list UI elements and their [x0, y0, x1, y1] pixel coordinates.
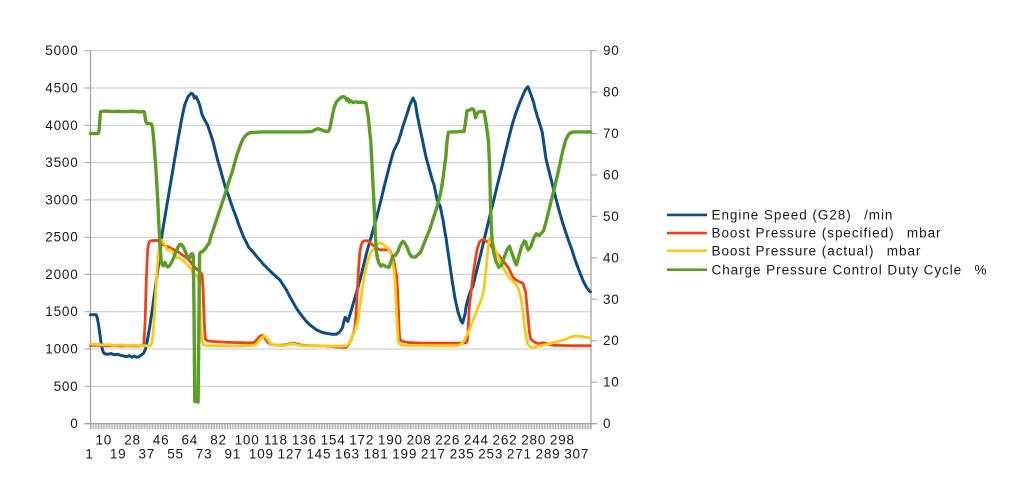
svg-text:60: 60	[603, 168, 620, 183]
svg-text:235: 235	[450, 447, 475, 462]
svg-text:70: 70	[603, 126, 620, 141]
svg-text:55: 55	[167, 447, 184, 462]
svg-text:30: 30	[603, 292, 620, 307]
svg-text:244: 244	[464, 433, 489, 448]
svg-text:Charge Pressure Control Duty C: Charge Pressure Control Duty Cycle %	[712, 262, 988, 277]
svg-text:1000: 1000	[45, 342, 78, 357]
svg-text:289: 289	[536, 447, 561, 462]
svg-text:1500: 1500	[45, 304, 78, 319]
svg-text:271: 271	[507, 447, 532, 462]
svg-text:37: 37	[138, 447, 155, 462]
svg-text:1: 1	[85, 447, 93, 462]
svg-text:109: 109	[249, 447, 274, 462]
svg-text:5000: 5000	[45, 43, 78, 58]
svg-text:145: 145	[306, 447, 331, 462]
svg-text:118: 118	[264, 433, 288, 448]
svg-text:136: 136	[292, 433, 317, 448]
svg-text:181: 181	[364, 447, 389, 462]
svg-text:163: 163	[335, 447, 360, 462]
svg-text:4000: 4000	[45, 118, 78, 133]
svg-text:46: 46	[153, 433, 170, 448]
svg-text:253: 253	[478, 447, 503, 462]
svg-text:4500: 4500	[45, 81, 78, 96]
svg-text:Boost Pressure (specified) mb: Boost Pressure (specified) mbar	[712, 226, 942, 241]
svg-text:64: 64	[181, 433, 198, 448]
svg-text:3500: 3500	[45, 155, 78, 170]
svg-text:226: 226	[435, 433, 460, 448]
svg-text:307: 307	[564, 447, 589, 462]
svg-text:154: 154	[321, 433, 346, 448]
svg-text:3000: 3000	[45, 192, 78, 207]
svg-text:19: 19	[110, 447, 127, 462]
svg-text:500: 500	[54, 379, 79, 394]
svg-text:2500: 2500	[45, 230, 78, 245]
svg-text:100: 100	[235, 433, 260, 448]
svg-text:280: 280	[521, 433, 546, 448]
svg-text:Boost Pressure (actual) mbar: Boost Pressure (actual) mbar	[712, 243, 922, 258]
svg-text:0: 0	[603, 416, 611, 431]
svg-text:262: 262	[493, 433, 518, 448]
svg-text:199: 199	[392, 447, 417, 462]
svg-text:91: 91	[224, 447, 241, 462]
svg-text:0: 0	[70, 416, 78, 431]
svg-text:217: 217	[421, 447, 446, 462]
svg-text:298: 298	[550, 433, 575, 448]
svg-text:20: 20	[603, 333, 620, 348]
svg-text:10: 10	[603, 375, 620, 390]
svg-text:73: 73	[196, 447, 213, 462]
svg-text:Engine Speed (G28) /min: Engine Speed (G28) /min	[712, 208, 894, 223]
svg-text:127: 127	[278, 447, 303, 462]
svg-text:28: 28	[124, 433, 141, 448]
svg-text:190: 190	[378, 433, 403, 448]
svg-text:208: 208	[407, 433, 432, 448]
svg-text:10: 10	[95, 433, 112, 448]
svg-text:50: 50	[603, 209, 620, 224]
svg-text:172: 172	[349, 433, 374, 448]
svg-text:90: 90	[603, 43, 620, 58]
svg-text:82: 82	[210, 433, 227, 448]
svg-text:2000: 2000	[45, 267, 78, 282]
svg-text:80: 80	[603, 85, 620, 100]
svg-text:40: 40	[603, 250, 620, 265]
